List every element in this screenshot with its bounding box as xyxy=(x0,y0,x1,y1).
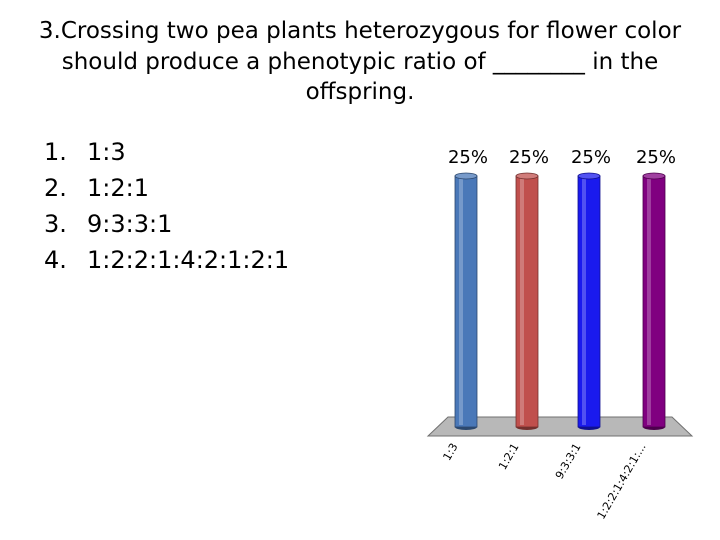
answer-option-3[interactable]: 3. 9:3:3:1 xyxy=(44,206,289,242)
answer-text: 9:3:3:1 xyxy=(87,210,173,238)
bar-value-label: 25% xyxy=(448,147,488,168)
bar-2 xyxy=(515,172,539,430)
bar-value-label: 25% xyxy=(509,147,549,168)
answer-number: 1. xyxy=(44,138,67,166)
bar-3 xyxy=(577,172,601,430)
question-line-3: offspring. xyxy=(305,79,415,106)
bar-value-label: 25% xyxy=(571,147,611,168)
bar-4 xyxy=(642,172,666,430)
question-text: 3.Crossing two pea plants heterozygous f… xyxy=(20,16,700,108)
answer-number: 4. xyxy=(44,246,67,274)
question-line-2: should produce a phenotypic ratio of ___… xyxy=(61,48,659,75)
answer-option-2[interactable]: 2. 1:2:1 xyxy=(44,170,289,206)
bar-value-label: 25% xyxy=(636,147,676,168)
answer-number: 2. xyxy=(44,174,67,202)
answer-option-4[interactable]: 4. 1:2:2:1:4:2:1:2:1 xyxy=(44,242,289,278)
question-line-1: 3.Crossing two pea plants heterozygous f… xyxy=(38,18,682,44)
x-tick-label: 1:2:1 xyxy=(496,441,521,472)
chart-floor xyxy=(426,416,694,437)
x-tick-label: 9:3:3:1 xyxy=(553,441,584,481)
x-tick-label: 1:2:2:1:4:2:1:... xyxy=(595,441,649,521)
answer-number: 3. xyxy=(44,210,67,238)
answer-text: 1:2:2:1:4:2:1:2:1 xyxy=(87,246,290,274)
answer-option-1[interactable]: 1. 1:3 xyxy=(44,134,289,170)
answer-text: 1:2:1 xyxy=(87,174,149,202)
bar-1 xyxy=(454,172,478,430)
answer-text: 1:3 xyxy=(87,138,126,166)
x-tick-label: 1:3 xyxy=(440,441,460,463)
answer-list: 1. 1:3 2. 1:2:1 3. 9:3:3:1 4. 1:2:2:1:4:… xyxy=(44,134,289,278)
